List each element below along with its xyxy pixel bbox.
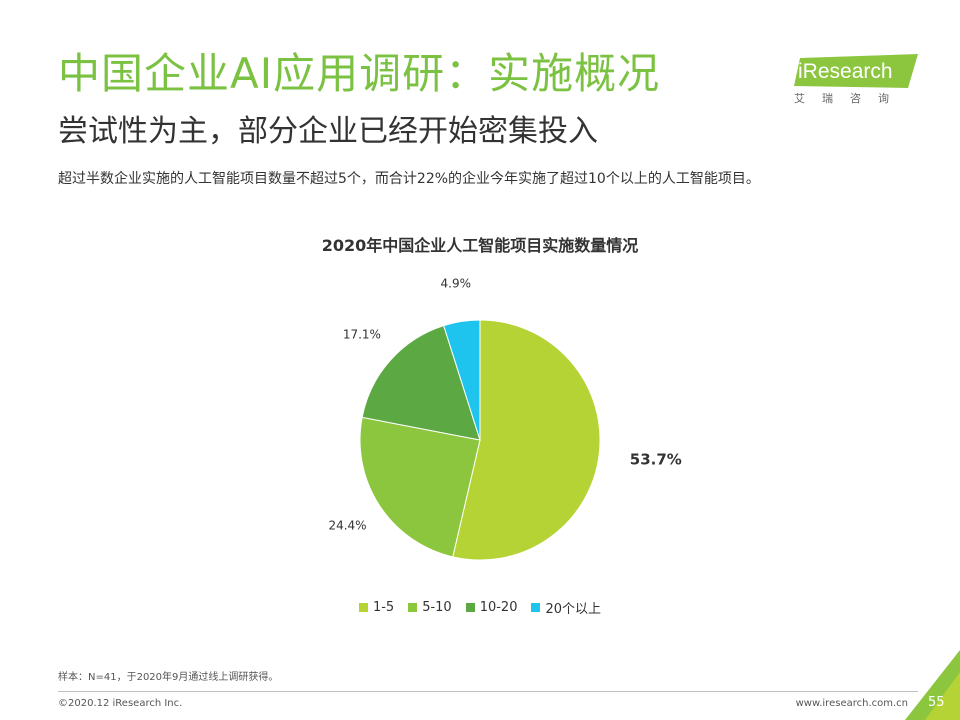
copyright-text: ©2020.12 iResearch Inc. [58, 698, 183, 709]
logo-banner-shape [794, 54, 918, 88]
chart-legend: 1-5 5-10 10-20 20个以上 [0, 598, 960, 617]
summary-text: 超过半数企业实施的人工智能项目数量不超过5个，而合计22%的企业今年实施了超过1… [58, 171, 760, 187]
legend-label-10-20: 10-20 [479, 600, 518, 615]
pie-label-1-5: 53.7% [630, 451, 682, 469]
pie-label-5-10: 24.4% [328, 519, 366, 533]
pie-slice-5-10 [359, 416, 481, 558]
legend-label-5-10: 5-10 [422, 600, 452, 615]
page-number: 55 [928, 695, 945, 710]
sample-note: 样本：N=41，于2020年9月通过线上调研获得。 [58, 672, 279, 683]
page-subtitle: 尝试性为主，部分企业已经开始密集投入 [58, 114, 598, 149]
legend-swatch-20-plus [531, 603, 541, 612]
legend-swatch-1-5 [358, 603, 368, 612]
legend-swatch-10-20 [465, 603, 475, 612]
legend-label-1-5: 1-5 [372, 600, 395, 615]
legend-item-1-5: 1-5 [358, 598, 395, 617]
legend-item-10-20: 10-20 [465, 598, 518, 617]
website-text: www.iresearch.com.cn [795, 698, 908, 709]
legend-label-20-plus: 20个以上 [545, 602, 602, 617]
page-title: 中国企业AI应用调研：实施概况 [58, 49, 661, 98]
pie-label-20-plus: 4.9% [441, 276, 472, 290]
iresearch-logo: iResearch 艾瑞咨询 [794, 54, 918, 110]
pie-slice-1-5 [452, 319, 601, 561]
chart-title: 2020年中国企业人工智能项目实施数量情况 [321, 236, 639, 255]
legend-item-20-plus: 20个以上 [531, 598, 601, 617]
logo-subtext: 艾瑞咨询 [794, 92, 906, 105]
legend-swatch-5-10 [408, 603, 418, 612]
logo-text: iResearch [798, 60, 893, 83]
pie-slice-20-plus [443, 319, 481, 441]
footer-divider [58, 691, 918, 692]
legend-item-5-10: 5-10 [408, 598, 452, 617]
pie-slice-10-20 [361, 325, 481, 441]
pie-label-10-20: 17.1% [343, 328, 381, 342]
